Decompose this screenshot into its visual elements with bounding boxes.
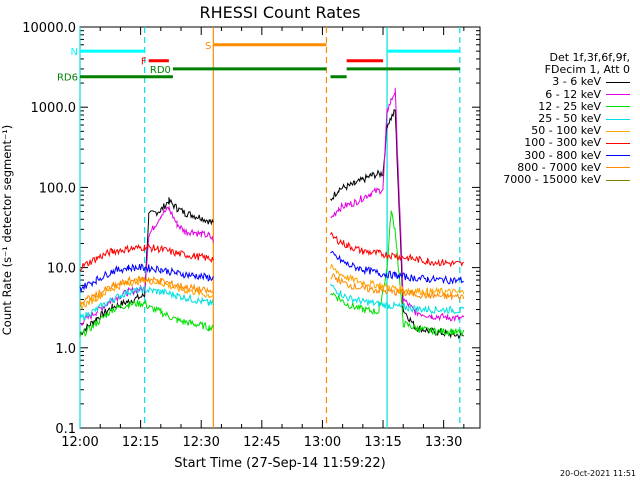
legend-swatch (606, 106, 630, 108)
x-tick-label: 12:00 (61, 435, 98, 450)
x-tick-label: 13:00 (304, 435, 341, 450)
legend-entries: 3 - 6 keV 6 - 12 keV 12 - 25 keV 25 - 50 ke… (480, 76, 630, 186)
legend-header-line: Det 1f,3f,6f,9f, (549, 51, 630, 64)
y-tick-label: 100.0 (39, 181, 76, 196)
legend-entry: 300 - 800 keV (480, 148, 630, 162)
series-line (330, 210, 465, 337)
series-line (330, 263, 465, 297)
legend-swatch (606, 130, 630, 132)
x-tick-label: 12:15 (122, 435, 159, 450)
legend-swatch (606, 179, 630, 181)
series-line (79, 299, 214, 338)
series-line (79, 197, 214, 336)
state-bar-label: N (71, 47, 78, 58)
vertical-markers (79, 27, 461, 428)
series-line (330, 272, 465, 302)
legend-entry: 6 - 12 keV (480, 87, 630, 101)
legend-entry-label: 3 - 6 keV (552, 75, 601, 89)
state-bar-label: RD0 (150, 65, 171, 76)
series-line (330, 250, 465, 285)
legend-swatch (606, 142, 630, 144)
series-line (79, 285, 214, 321)
state-bar-label: S (205, 41, 211, 52)
legend-entry-label: 6 - 12 keV (545, 87, 601, 101)
legend-entry: 100 - 300 keV (480, 137, 630, 149)
x-tick-label: 13:30 (425, 435, 462, 450)
legend-swatch (606, 94, 630, 96)
x-tick-label: 13:15 (364, 435, 401, 450)
y-tick-label: 1000.0 (31, 101, 77, 116)
y-axis-label: Count Rate (s⁻¹ detector segment⁻¹) (0, 125, 14, 335)
series-line (79, 263, 214, 294)
legend-entry-label: 800 - 7000 keV (517, 160, 601, 174)
chart-title: RHESSI Count Rates (200, 3, 361, 22)
legend-entry: 7000 - 15000 keV (480, 173, 630, 187)
legend-entry: 50 - 100 keV (480, 125, 630, 137)
state-bar-label: F (141, 57, 147, 68)
x-axis-label: Start Time (27-Sep-14 11:59:22) (174, 456, 385, 471)
series-lines (79, 87, 465, 340)
series-line (330, 283, 465, 315)
legend-entry-label: 50 - 100 keV (531, 124, 601, 138)
legend-swatch (606, 167, 630, 169)
series-line (79, 276, 214, 310)
legend-entry-label: 7000 - 15000 keV (503, 173, 601, 187)
series-line (330, 231, 465, 268)
legend-entry-label: 300 - 800 keV (524, 148, 601, 162)
date-stamp: 20-Oct-2021 11:51 (560, 469, 636, 478)
legend-entry-label: 25 - 50 keV (538, 112, 601, 126)
legend-swatch (606, 155, 630, 157)
series-line (79, 275, 214, 308)
y-tick-label: 10.0 (47, 262, 76, 277)
series-line (79, 243, 214, 272)
legend-entry-label: 100 - 300 keV (524, 136, 601, 150)
legend-entry-label: 12 - 25 keV (538, 99, 601, 113)
plot-frame (79, 26, 481, 429)
series-line (79, 206, 214, 327)
axes: 0.1 1.0 10.0 100.0 1000.0 10000.0 12:00 12:15 12… (22, 21, 481, 450)
legend-swatch (606, 118, 630, 120)
y-tick-label: 0.1 (55, 422, 76, 437)
legend-entry: 3 - 6 keV (480, 76, 630, 88)
legend: Det 1f,3f,6f,9f, FDecim 1, Att 0 3 - 6 k… (480, 51, 630, 186)
legend-entry: 12 - 25 keV (480, 99, 630, 113)
state-bar-label: RD6 (57, 73, 78, 84)
x-tick-label: 12:45 (243, 435, 280, 450)
legend-swatch (606, 81, 630, 83)
legend-entry: 25 - 50 keV (480, 112, 630, 126)
y-tick-label: 1.0 (55, 342, 76, 357)
series-line (330, 87, 465, 323)
legend-header-line: FDecim 1, Att 0 (544, 63, 630, 77)
x-tick-label: 12:30 (182, 435, 219, 450)
y-tick-label: 10000.0 (22, 21, 76, 36)
legend-entry: 800 - 7000 keV (480, 160, 630, 174)
